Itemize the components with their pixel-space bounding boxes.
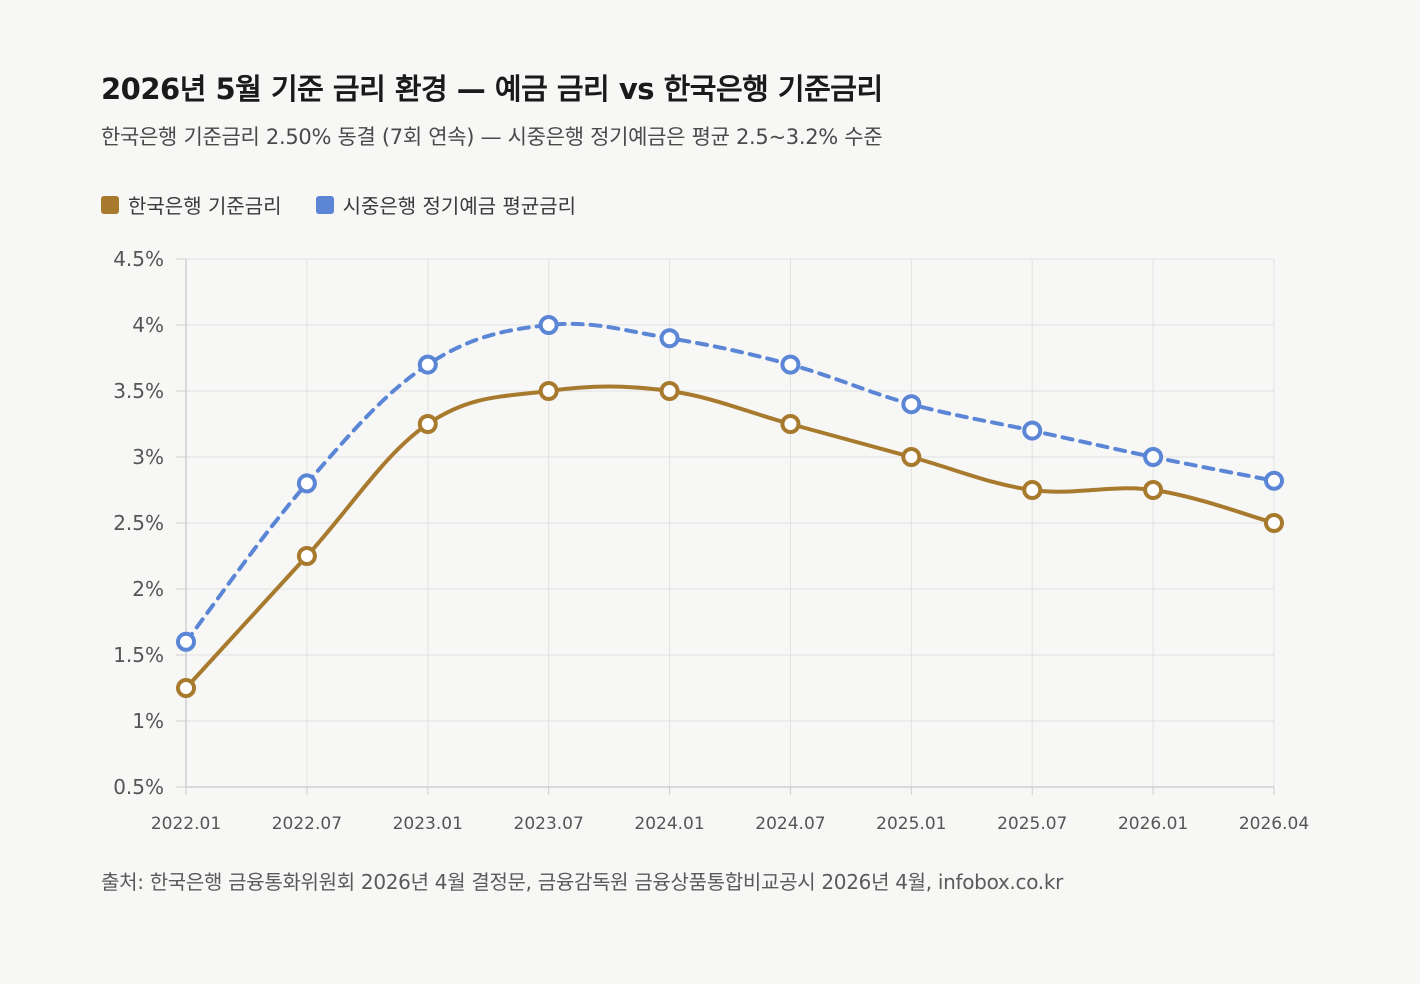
x-tick-label: 2022.07 <box>272 814 342 834</box>
source-note: 출처: 한국은행 금융통화위원회 2026년 4월 결정문, 금융감독원 금융상… <box>101 870 1064 894</box>
data-point-base-rate <box>1143 480 1164 500</box>
x-tick-label: 2022.01 <box>151 814 221 834</box>
x-tick-label: 2025.01 <box>876 814 946 834</box>
data-point-deposit-rate <box>538 315 559 335</box>
x-tick-label: 2025.07 <box>997 814 1067 834</box>
data-point-deposit-rate <box>296 473 317 494</box>
chart-subtitle: 한국은행 기준금리 2.50% 동결 (7회 연속) — 시중은행 정기예금은 … <box>101 125 883 149</box>
y-tick-label: 3% <box>132 445 164 469</box>
legend-swatch-base-rate <box>101 195 119 214</box>
data-point-base-rate <box>659 381 680 401</box>
data-point-base-rate <box>780 414 801 434</box>
legend-label-base-rate: 한국은행 기준금리 <box>128 194 282 218</box>
y-tick-label: 4% <box>132 313 164 337</box>
x-tick-label: 2023.07 <box>514 814 584 834</box>
x-tick-label: 2026.04 <box>1239 814 1309 834</box>
data-point-deposit-rate <box>1143 447 1164 467</box>
legend-item-deposit-rate[interactable]: 시중은행 정기예금 평균금리 <box>315 190 577 219</box>
data-point-deposit-rate <box>176 631 196 652</box>
y-tick-label: 1% <box>132 709 164 733</box>
data-point-deposit-rate <box>659 328 680 349</box>
data-point-deposit-rate <box>417 354 438 375</box>
y-tick-label: 0.5% <box>113 775 164 799</box>
data-point-deposit-rate <box>901 394 922 415</box>
data-point-base-rate <box>538 381 559 401</box>
y-tick-label: 2.5% <box>113 511 164 535</box>
legend-item-base-rate[interactable]: 한국은행 기준금리 <box>101 190 282 219</box>
data-point-base-rate <box>296 546 317 566</box>
x-tick-label: 2023.01 <box>393 814 463 834</box>
y-tick-label: 2% <box>132 577 164 601</box>
x-tick-label: 2024.07 <box>755 814 825 834</box>
data-point-base-rate <box>176 678 196 698</box>
x-tick-label: 2024.01 <box>634 814 704 834</box>
y-tick-label: 4.5% <box>113 247 164 271</box>
data-point-deposit-rate <box>1264 470 1284 491</box>
y-tick-label: 1.5% <box>113 643 164 667</box>
data-point-base-rate <box>901 447 922 467</box>
legend-swatch-deposit-rate <box>315 195 334 214</box>
data-point-base-rate <box>417 414 438 434</box>
y-tick-label: 3.5% <box>113 379 164 403</box>
legend-label-deposit-rate: 시중은행 정기예금 평균금리 <box>342 194 577 218</box>
series-line-deposit-rate <box>184 321 1276 644</box>
chart-title: 2026년 5월 기준 금리 환경 — 예금 금리 vs 한국은행 기준금리 <box>101 72 883 106</box>
series-line-base-rate <box>184 384 1276 690</box>
data-point-deposit-rate <box>780 354 801 375</box>
data-point-base-rate <box>1022 480 1043 500</box>
x-tick-label: 2026.01 <box>1118 814 1188 834</box>
data-point-base-rate <box>1264 513 1284 533</box>
data-point-deposit-rate <box>1022 420 1043 441</box>
legend: 한국은행 기준금리 시중은행 정기예금 평균금리 <box>101 190 576 219</box>
